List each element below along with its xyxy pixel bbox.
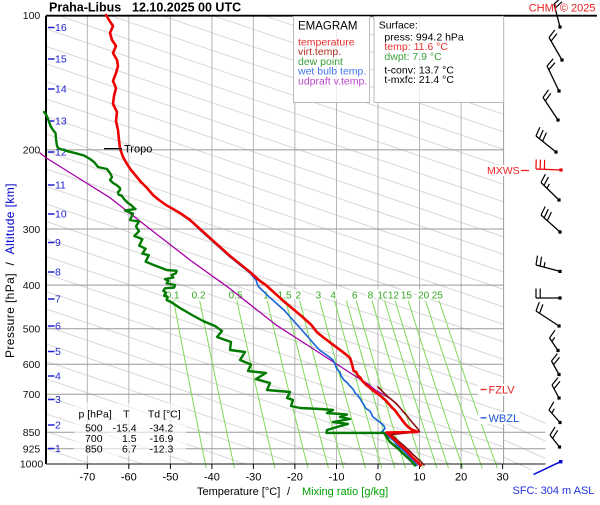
svg-text:6.7: 6.7 bbox=[122, 444, 137, 456]
svg-text:1.5: 1.5 bbox=[278, 290, 292, 301]
svg-text:13: 13 bbox=[55, 116, 67, 128]
svg-text:Mixing ratio [g/kg]: Mixing ratio [g/kg] bbox=[302, 486, 388, 498]
svg-text:5: 5 bbox=[55, 346, 61, 358]
svg-text:-60: -60 bbox=[121, 472, 137, 484]
svg-text:12: 12 bbox=[388, 290, 400, 301]
svg-text:25: 25 bbox=[432, 290, 444, 301]
svg-text:-50: -50 bbox=[162, 472, 178, 484]
svg-text:6: 6 bbox=[55, 321, 61, 333]
svg-text:20: 20 bbox=[418, 290, 430, 301]
svg-text:Praha-Libus: Praha-Libus bbox=[49, 1, 121, 15]
svg-text:9: 9 bbox=[55, 237, 61, 249]
svg-text:-40: -40 bbox=[204, 472, 220, 484]
svg-text:16: 16 bbox=[55, 22, 67, 34]
svg-text:925: 925 bbox=[23, 444, 41, 456]
svg-text:-20: -20 bbox=[287, 472, 303, 484]
svg-text:700: 700 bbox=[23, 389, 41, 401]
svg-text:Td [°C]: Td [°C] bbox=[148, 409, 181, 421]
svg-text:850: 850 bbox=[23, 427, 41, 439]
svg-text:0.2: 0.2 bbox=[192, 290, 206, 301]
svg-text:200: 200 bbox=[23, 145, 41, 157]
svg-text:500: 500 bbox=[23, 324, 41, 336]
svg-text:1: 1 bbox=[55, 443, 61, 455]
svg-text:Surface:: Surface: bbox=[379, 20, 418, 32]
svg-text:400: 400 bbox=[23, 280, 41, 292]
svg-text:4: 4 bbox=[330, 290, 336, 301]
svg-text:10: 10 bbox=[413, 472, 425, 484]
svg-text:Tropo: Tropo bbox=[124, 144, 152, 156]
svg-text:1000: 1000 bbox=[20, 459, 44, 471]
svg-text:8: 8 bbox=[368, 290, 374, 301]
svg-text:850: 850 bbox=[85, 444, 103, 456]
svg-text:-12.3: -12.3 bbox=[149, 444, 173, 456]
svg-text:11: 11 bbox=[55, 180, 66, 192]
svg-text:CHMI © 2025: CHMI © 2025 bbox=[529, 3, 596, 15]
svg-text:8: 8 bbox=[55, 267, 61, 279]
svg-text:-10: -10 bbox=[329, 472, 345, 484]
svg-text:WBZL: WBZL bbox=[489, 413, 520, 425]
svg-text:dwpt: 7.9 °C: dwpt: 7.9 °C bbox=[384, 51, 442, 63]
svg-text:30: 30 bbox=[496, 472, 508, 484]
svg-text:3: 3 bbox=[316, 290, 322, 301]
svg-text:MXWS: MXWS bbox=[487, 165, 520, 177]
svg-text:FZLV: FZLV bbox=[489, 385, 516, 397]
svg-text:Temperature [°C]: Temperature [°C] bbox=[197, 486, 280, 498]
svg-text:15: 15 bbox=[401, 290, 413, 301]
svg-text:T: T bbox=[123, 409, 130, 421]
svg-text:300: 300 bbox=[23, 224, 41, 236]
svg-text:14: 14 bbox=[55, 84, 67, 96]
svg-text:p [hPa]: p [hPa] bbox=[79, 409, 112, 421]
svg-text:7: 7 bbox=[55, 294, 61, 306]
svg-text:2: 2 bbox=[296, 290, 302, 301]
svg-text:20: 20 bbox=[455, 472, 467, 484]
svg-text:udpraft v.temp.: udpraft v.temp. bbox=[298, 75, 367, 87]
svg-text:0: 0 bbox=[375, 472, 381, 484]
svg-text:SFC: 304 m ASL: SFC: 304 m ASL bbox=[513, 485, 595, 497]
svg-text:-30: -30 bbox=[245, 472, 261, 484]
svg-text:600: 600 bbox=[23, 359, 41, 371]
svg-text:10: 10 bbox=[55, 209, 67, 221]
svg-text:15: 15 bbox=[55, 54, 67, 66]
svg-text:t-mxfc: 21.4 °C: t-mxfc: 21.4 °C bbox=[384, 74, 454, 86]
svg-text:EMAGRAM: EMAGRAM bbox=[298, 21, 357, 33]
svg-text:100: 100 bbox=[23, 10, 41, 22]
svg-text:12.10.2025 00 UTC: 12.10.2025 00 UTC bbox=[132, 1, 241, 15]
svg-text:0.5: 0.5 bbox=[229, 290, 243, 301]
svg-text:6: 6 bbox=[352, 290, 358, 301]
svg-text:3: 3 bbox=[55, 394, 61, 406]
svg-text:-70: -70 bbox=[79, 472, 95, 484]
svg-text:Pressure [hPa] / Altitude [k: Pressure [hPa] / Altitude [km] bbox=[3, 183, 17, 358]
svg-text:4: 4 bbox=[55, 371, 61, 383]
svg-text:2: 2 bbox=[55, 420, 61, 432]
